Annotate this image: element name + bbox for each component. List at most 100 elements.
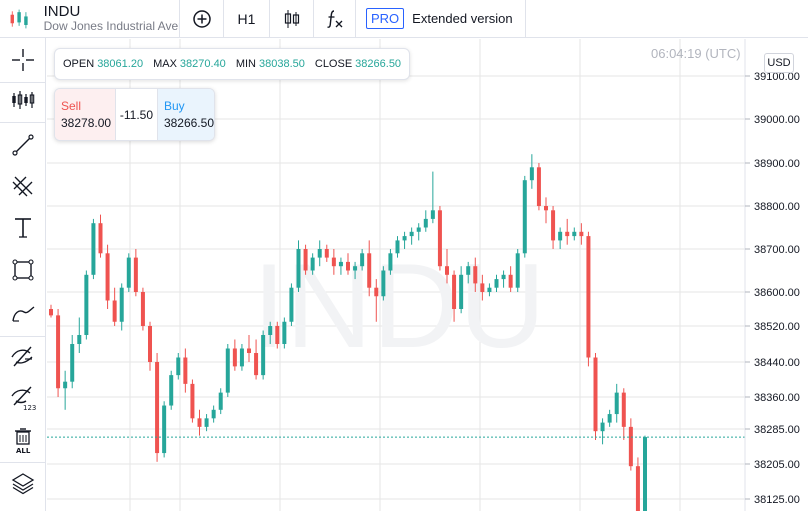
trend-line-tool[interactable] — [0, 125, 46, 165]
candle — [303, 244, 308, 275]
open-label: OPEN — [63, 58, 95, 70]
indicators-tool[interactable] — [0, 80, 46, 120]
brush-icon — [12, 306, 35, 322]
candle-body — [148, 326, 152, 362]
candle-body — [395, 240, 400, 254]
candle-body — [473, 266, 478, 284]
text-tool[interactable] — [0, 208, 46, 248]
candle-body — [558, 231, 563, 241]
candle-body — [126, 257, 131, 288]
compare-button[interactable] — [180, 0, 224, 37]
candle-body — [211, 409, 216, 419]
candle-body — [367, 253, 372, 288]
min-value: 38038.50 — [258, 58, 305, 70]
candle — [112, 287, 117, 326]
candle-body — [239, 348, 244, 367]
candle-body — [268, 326, 273, 335]
price-tick-label: 38900.00 — [754, 158, 800, 170]
candle-body — [536, 167, 541, 206]
candle — [346, 253, 350, 275]
candle — [445, 249, 449, 284]
candle — [480, 274, 485, 301]
candle — [494, 274, 499, 292]
candle-body — [70, 344, 75, 382]
layers-icon — [11, 473, 35, 495]
rectangle-tool[interactable] — [0, 250, 46, 290]
hide-drawings-icon — [11, 346, 33, 367]
currency-button[interactable]: USD — [764, 53, 794, 73]
candle-body — [77, 335, 82, 344]
candle — [388, 249, 393, 275]
candlestick-chart[interactable]: INDU 39100.00 39000.00 38900.00 38800.00 387… — [47, 39, 808, 511]
candle-body — [572, 231, 577, 237]
price-chart[interactable]: INDU 39100.00 39000.00 38900.00 38800.00 387… — [47, 39, 808, 511]
crosshair-tool[interactable] — [0, 40, 46, 80]
symbol-name: INDU — [43, 4, 81, 21]
candle — [183, 348, 188, 393]
price-scale: 39100.00 39000.00 38900.00 38800.00 38700.00… — [745, 71, 800, 506]
timeframe-button[interactable]: H1 — [224, 0, 270, 37]
fib-tool[interactable] — [0, 166, 46, 206]
symbol-selector[interactable]: INDU Dow Jones Industrial Average — [0, 0, 180, 37]
indicators-icon — [12, 91, 35, 109]
candle-body — [565, 231, 570, 237]
plus-circle-icon — [192, 9, 211, 28]
candle — [466, 261, 471, 284]
candle — [176, 353, 181, 380]
candle-body — [600, 422, 605, 432]
text-icon — [15, 218, 31, 238]
price-tick-label: 38800.00 — [754, 201, 800, 213]
candle-body — [254, 353, 259, 376]
brush-tool[interactable] — [0, 293, 46, 333]
candle-body — [480, 283, 485, 292]
extended-version-toggle[interactable]: PRO Extended version — [356, 0, 526, 37]
candle — [515, 249, 520, 292]
candle — [367, 240, 372, 297]
candle — [218, 388, 223, 415]
max-value: 38270.40 — [179, 58, 226, 70]
indicators-button[interactable] — [314, 0, 356, 37]
candle — [360, 249, 365, 271]
candle-body — [614, 392, 619, 415]
chart-type-button[interactable] — [270, 0, 314, 37]
candle — [437, 206, 442, 271]
candle — [155, 353, 160, 462]
candle-body — [416, 227, 421, 232]
hide-indicators-icon: 123 — [11, 386, 36, 411]
candle — [430, 171, 435, 224]
buy-button[interactable]: Buy 38266.50 — [157, 89, 214, 140]
hide-drawings-tool[interactable] — [0, 336, 46, 376]
price-tick-label: 38700.00 — [754, 244, 800, 256]
server-clock: 06:04:19 (UTC) — [651, 46, 741, 61]
candle — [211, 405, 216, 423]
candle — [232, 339, 237, 371]
hide-indicators-tool[interactable]: 123 — [0, 378, 46, 418]
candle — [643, 435, 647, 511]
candle — [225, 344, 230, 397]
candle-body — [169, 375, 174, 406]
layers-tool[interactable] — [0, 463, 46, 503]
candlestick-icon — [284, 9, 299, 28]
price-tick-label: 39100.00 — [754, 71, 800, 83]
candle — [247, 335, 251, 362]
candle — [105, 244, 110, 309]
candle — [593, 353, 598, 440]
trend-line-icon — [12, 134, 34, 156]
candle — [169, 370, 174, 410]
candle-body — [621, 392, 626, 427]
sell-price: 38278.00 — [61, 116, 112, 130]
candle — [544, 197, 548, 224]
sell-button[interactable]: Sell 38278.00 — [55, 89, 115, 140]
svg-text:123: 123 — [23, 404, 36, 411]
price-tick-label: 38285.00 — [754, 424, 800, 436]
candle-body — [508, 274, 513, 288]
candle — [261, 330, 266, 380]
candle-body — [56, 315, 61, 389]
candle — [586, 231, 591, 367]
close-value: 38266.50 — [355, 58, 402, 70]
candle-body — [430, 210, 435, 219]
candle — [536, 163, 541, 211]
delete-all-icon: ALL — [15, 428, 31, 454]
candles — [49, 154, 647, 511]
delete-all-tool[interactable]: ALL — [0, 421, 46, 461]
